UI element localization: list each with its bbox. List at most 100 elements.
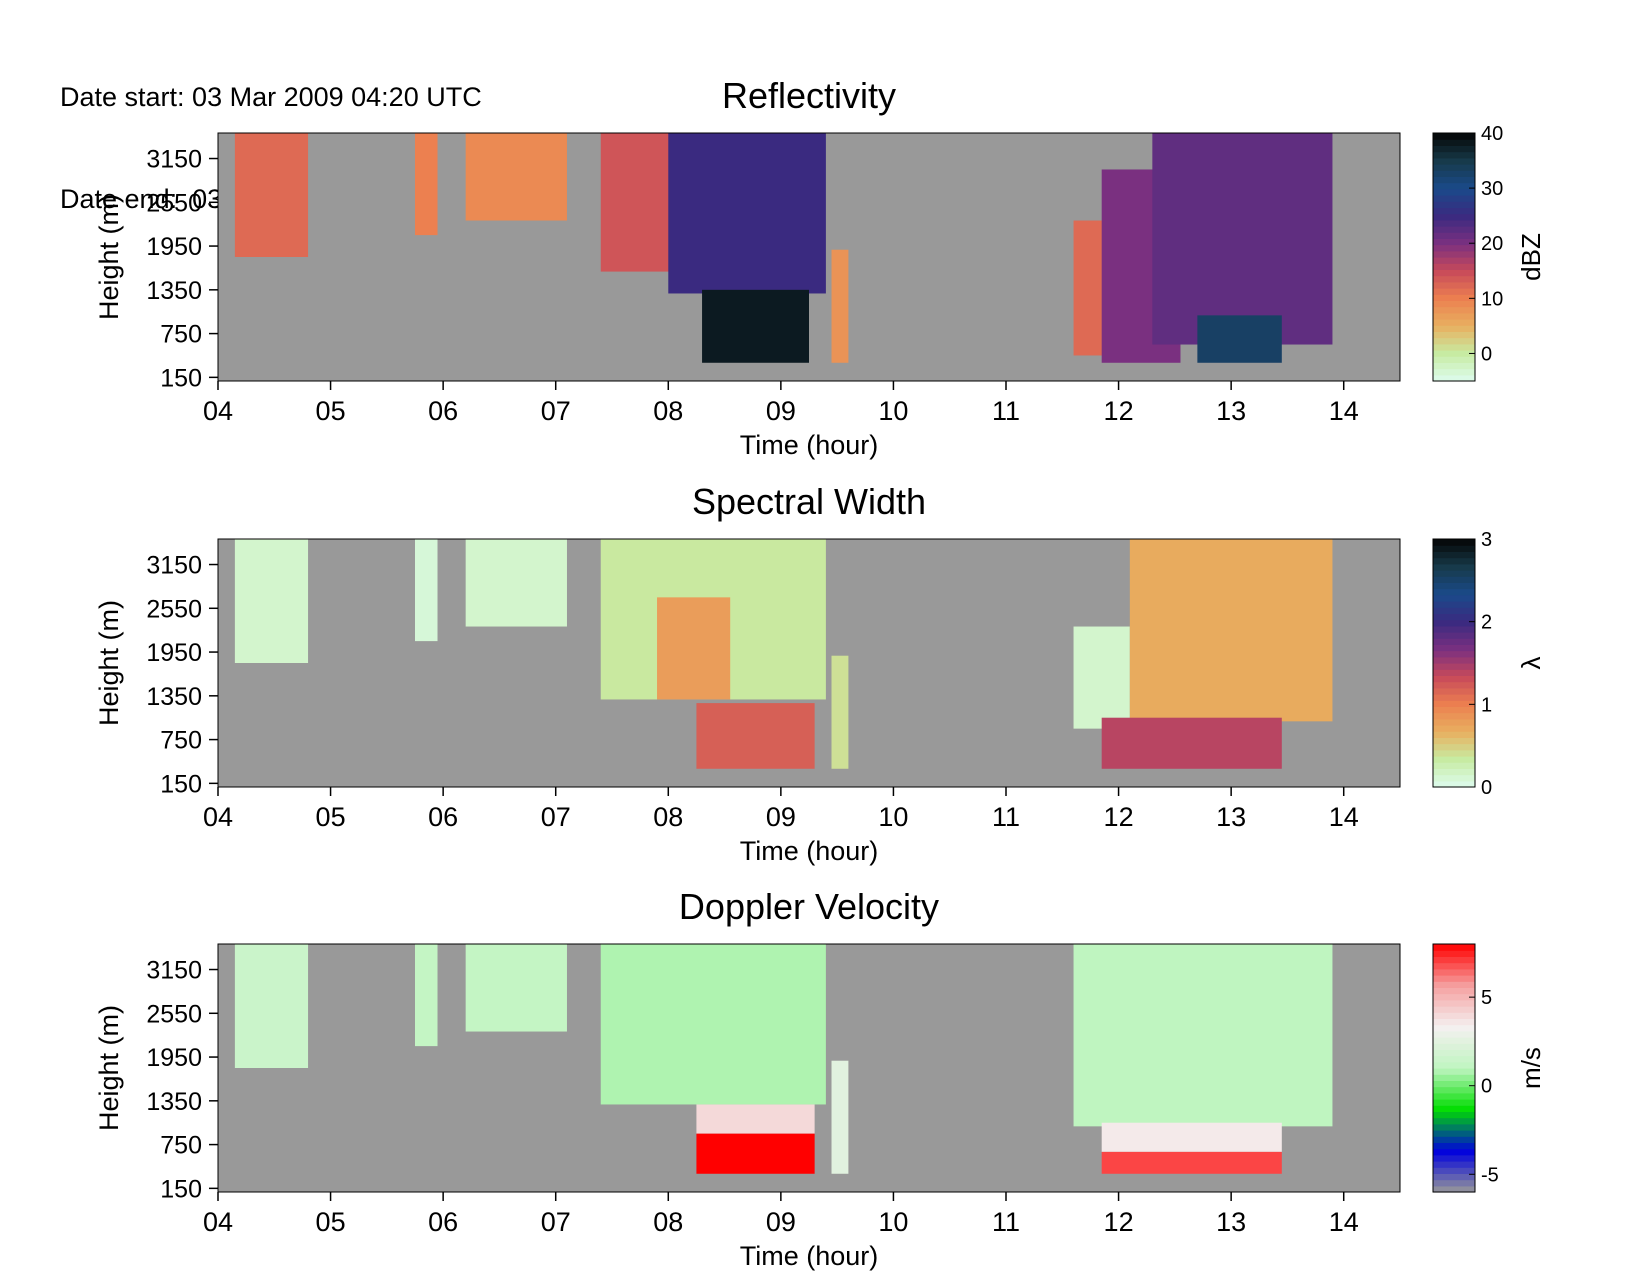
data-region <box>234 133 309 257</box>
colorbar-tick-label: 0 <box>1481 777 1492 799</box>
data-region <box>831 249 849 363</box>
colorbar-segment <box>1433 731 1475 738</box>
x-tick-label: 14 <box>1329 802 1359 832</box>
colorbar-segment <box>1433 1012 1475 1019</box>
data-region <box>1152 133 1333 345</box>
colorbar-segment <box>1433 968 1475 976</box>
data-region <box>1073 626 1130 729</box>
data-region <box>234 539 309 663</box>
colorbar-segment <box>1433 956 1475 964</box>
data-regions <box>234 539 1333 769</box>
colorbar-segment <box>1433 1111 1475 1119</box>
data-regions <box>234 944 1333 1174</box>
colorbar-segment <box>1433 987 1475 995</box>
colorbar: 40 30 20 10 0 dBZ <box>1432 123 1546 382</box>
x-tick-label: 09 <box>766 1207 796 1237</box>
colorbar-segment <box>1433 250 1475 258</box>
colorbar-segment <box>1433 368 1475 376</box>
colorbar-segment <box>1433 1099 1475 1106</box>
colorbar-segment <box>1433 718 1475 726</box>
colorbar-segment <box>1433 1130 1475 1137</box>
x-tick-label: 10 <box>878 396 908 426</box>
x-tick-label: 09 <box>766 802 796 832</box>
y-axis-label: Height (m) <box>94 194 124 320</box>
y-tick-label: 750 <box>160 321 202 349</box>
colorbar-segment <box>1433 337 1475 345</box>
colorbar-tick-label: 3 <box>1481 529 1492 551</box>
colorbar-label: dBZ <box>1516 233 1546 281</box>
colorbar-segment <box>1433 756 1475 763</box>
colorbar-segment <box>1433 306 1475 314</box>
y-tick-label: 150 <box>160 1175 202 1203</box>
x-tick-label: 07 <box>541 396 571 426</box>
colorbar-segment <box>1433 1167 1475 1174</box>
colorbar-segment <box>1433 975 1475 982</box>
data-region <box>696 703 815 769</box>
colorbar-segment <box>1433 993 1475 1001</box>
x-tick-label: 05 <box>316 396 346 426</box>
colorbar-segment <box>1433 1006 1475 1013</box>
colorbar-segment <box>1433 133 1475 140</box>
chart-title: Reflectivity <box>722 75 896 116</box>
colorbar-segment <box>1433 294 1475 301</box>
colorbar-segment <box>1433 1105 1475 1112</box>
colorbar-frame <box>1432 132 1476 382</box>
x-tick-label: 06 <box>428 802 458 832</box>
colorbar: 5 0 -5 m/s <box>1432 943 1546 1193</box>
x-tick-label: 08 <box>653 396 683 426</box>
data-region <box>465 944 567 1032</box>
colorbar-segment <box>1433 1136 1475 1143</box>
colorbar-segment <box>1433 570 1475 577</box>
colorbar-segment <box>1433 582 1475 590</box>
data-regions <box>234 133 1333 363</box>
panel-reflectivity: Reflectivity 04 05 06 07 08 09 10 11 12 13 14 Time (… <box>94 75 1546 460</box>
data-region <box>415 944 438 1047</box>
y-tick-label: 1950 <box>146 1044 202 1072</box>
colorbar-segment <box>1433 1185 1475 1193</box>
colorbar-segment <box>1433 1055 1475 1063</box>
colorbar-segment <box>1433 219 1475 227</box>
colorbar-segment <box>1433 1037 1475 1044</box>
data-region <box>1101 717 1282 769</box>
x-tick-label: 07 <box>541 802 571 832</box>
y-tick-label: 150 <box>160 364 202 392</box>
colorbar-segment <box>1433 1117 1475 1125</box>
colorbar-segment <box>1433 706 1475 714</box>
chart-title: Doppler Velocity <box>679 886 939 927</box>
x-tick-label: 04 <box>203 802 233 832</box>
x-tick-label: 13 <box>1216 1207 1246 1237</box>
y-tick-label: 3150 <box>146 552 202 580</box>
x-tick-label: 06 <box>428 396 458 426</box>
y-tick-label: 2550 <box>146 189 202 217</box>
colorbar-segment <box>1433 774 1475 782</box>
colorbar-segment <box>1433 1173 1475 1181</box>
colorbar-segment <box>1433 325 1475 332</box>
data-region <box>1101 1151 1282 1174</box>
colorbar-segment <box>1433 962 1475 970</box>
x-tick-label: 08 <box>653 802 683 832</box>
colorbar-segment <box>1433 232 1475 239</box>
data-region <box>1073 944 1333 1127</box>
colorbar-segment <box>1433 1148 1475 1156</box>
x-tick-label: 11 <box>992 396 1020 426</box>
colorbar-segment <box>1433 263 1475 270</box>
y-tick-label: 1350 <box>146 277 202 305</box>
colorbar-segment <box>1433 281 1475 289</box>
colorbar-segment <box>1433 1086 1475 1094</box>
colorbar-segment <box>1433 356 1475 363</box>
colorbar-segment <box>1433 1179 1475 1187</box>
y-axis-label: Height (m) <box>94 600 124 726</box>
colorbar-segment <box>1433 644 1475 652</box>
data-region <box>696 1104 815 1134</box>
colorbar-segment <box>1433 981 1475 988</box>
colorbar-segment <box>1433 669 1475 676</box>
colorbar-segment <box>1433 694 1475 701</box>
colorbar-segment <box>1433 331 1475 339</box>
colorbar-segment <box>1433 1024 1475 1032</box>
colorbar-segment <box>1433 288 1475 295</box>
colorbar-segment <box>1433 768 1475 776</box>
plot-frame <box>217 538 1401 788</box>
colorbar-segment <box>1433 300 1475 308</box>
